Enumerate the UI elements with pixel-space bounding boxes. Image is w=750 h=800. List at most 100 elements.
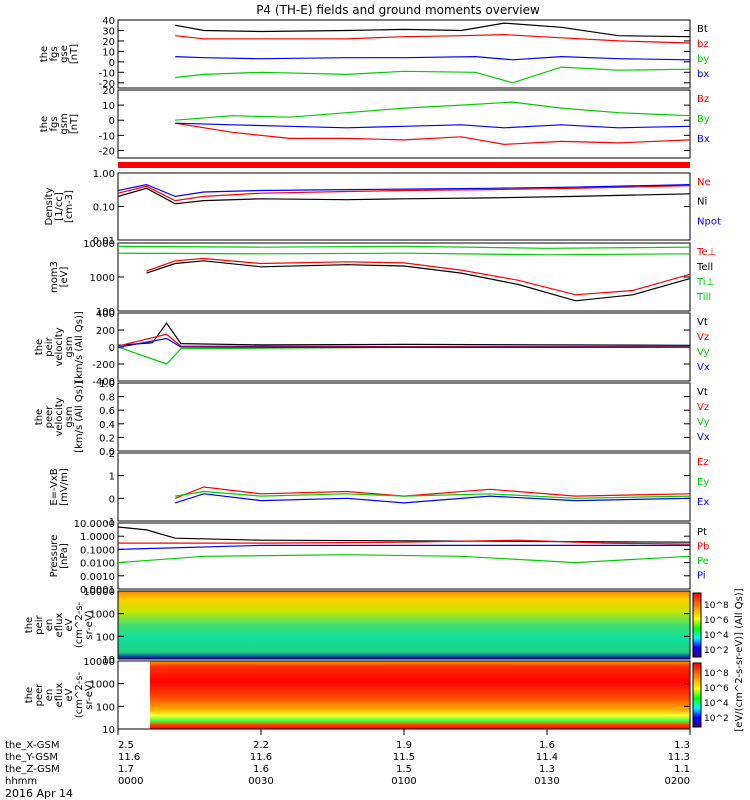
legend-entry: Ey xyxy=(697,477,709,488)
time-axis-value: 1.9 xyxy=(396,740,412,751)
series-line xyxy=(175,122,691,146)
colorbar-tick: 10^6 xyxy=(704,616,729,626)
time-axis-value: 1.3 xyxy=(674,740,690,751)
y-tick-label: 100 xyxy=(96,632,115,643)
time-axis-value: 2.2 xyxy=(253,740,269,751)
series-line xyxy=(175,122,691,129)
y-tick-label: 10000 xyxy=(83,239,115,250)
heatmap-p10 xyxy=(118,661,690,729)
y-tick-label: 0.0010 xyxy=(80,572,115,583)
colorbar-tick: 10^2 xyxy=(704,646,729,656)
series-line xyxy=(146,257,691,296)
y-tick-label: 20 xyxy=(102,37,115,48)
y-tick-label: 100 xyxy=(96,307,115,318)
legend-entry: Pi xyxy=(697,571,706,582)
y-axis-label: Density[1/cc][cm-3] xyxy=(44,187,75,225)
date-label: 2016 Apr 14 xyxy=(5,787,73,800)
legend-entry: Ne xyxy=(697,177,711,188)
time-axis-value: 11.3 xyxy=(668,752,690,763)
time-axis-value: 11.4 xyxy=(536,752,558,763)
legend-entry: Pb xyxy=(697,542,709,553)
time-axis-value: 11.5 xyxy=(393,752,415,763)
y-tick-label: 20 xyxy=(102,86,115,97)
y-tick-label: 400 xyxy=(96,309,115,320)
y-tick-label: 10000 xyxy=(83,657,115,668)
time-axis-row-label: the_X-GSM xyxy=(5,740,59,751)
y-tick-label: 0 xyxy=(109,494,115,505)
y-tick-label: 1.0 xyxy=(99,379,115,390)
series-line xyxy=(117,252,691,256)
y-tick-label: -400 xyxy=(92,377,115,388)
time-axis-value: 11.6 xyxy=(250,752,272,763)
y-tick-label: 2 xyxy=(109,449,115,460)
y-tick-label: -1 xyxy=(105,517,115,528)
y-tick-label: 10.0000 xyxy=(74,519,115,530)
panel-p6: 1.0 0.8 0.6 0.4 0.2 0.0 thepeervelocitygsm[km/… xyxy=(34,379,710,458)
time-axis-value: 11.6 xyxy=(118,752,140,763)
legend-entry: Vy xyxy=(697,417,710,428)
time-axis-value: 1.6 xyxy=(253,764,269,775)
colorbar-bottom xyxy=(692,662,702,728)
colorbar-tick: 10^4 xyxy=(704,631,729,641)
panel-frame xyxy=(117,89,691,159)
series-line xyxy=(117,322,691,346)
time-axis-row-label: the_Z-GSM xyxy=(5,764,60,775)
legend-entry: Npot xyxy=(697,216,721,227)
y-tick-label: -20 xyxy=(99,146,115,157)
heatmap-p9 xyxy=(118,591,690,659)
series-line xyxy=(175,22,691,38)
y-tick-label: 0.1000 xyxy=(80,545,115,556)
panel-p7: 2 1 0 -1 E=-VxB[mV/m] Ez Ey Ex xyxy=(49,449,709,528)
colorbar: 10^8 10^6 10^4 10^2 10^8 10^6 10^4 10^2 [eV/(cm^… xyxy=(692,588,745,732)
time-axis-value: 0130 xyxy=(534,776,559,787)
y-tick-label: 0 xyxy=(109,58,115,69)
series-line xyxy=(117,554,691,564)
series-line xyxy=(117,544,690,550)
panel-frame xyxy=(117,522,691,590)
y-tick-label: 1000 xyxy=(90,680,115,691)
series-line xyxy=(175,55,691,61)
series-line xyxy=(117,333,690,348)
panels: 403020100-10-20thefgsgse[nT]Btbzbybx2010… xyxy=(24,16,721,736)
colorbar-tick: 10^4 xyxy=(704,699,729,709)
panel-p5: 400 200 0 -200 -400 thepeirvelocitygsm[km/s (… xyxy=(34,309,710,388)
y-tick-label: 0.10 xyxy=(93,203,115,214)
time-axis: the_X-GSM 2.5 2.2 1.9 1.6 1.3 the_Y-GSM 11.6 11.… xyxy=(5,729,691,787)
time-axis-value: 0200 xyxy=(665,776,690,787)
legend-entry: Ex xyxy=(697,497,709,508)
time-axis-value: 0100 xyxy=(391,776,416,787)
panel-frame xyxy=(117,452,691,522)
panel-frame xyxy=(117,590,691,660)
y-tick-label: 40 xyxy=(102,16,115,27)
y-tick-label: 0.0001 xyxy=(80,585,115,596)
y-tick-label: 0.0100 xyxy=(80,559,115,570)
time-axis-value: 0030 xyxy=(248,776,273,787)
y-axis-label: thepeirenefluxeV(cm^2-s-sr-eV) xyxy=(24,601,95,648)
legend-entry: Vz xyxy=(697,332,709,343)
y-axis-label: thepeervelocitygsm[km/s (All Qs)] xyxy=(34,381,85,453)
y-axis-label: thepeerenefluxeV(cm^2-s-sr-eV) xyxy=(24,671,95,718)
series-line xyxy=(175,33,691,44)
panel-p8: 10.0000 1.0000 0.1000 0.0100 0.0010 0.0001 Pre… xyxy=(49,519,709,596)
y-tick-label: 10 xyxy=(102,725,115,736)
colorbar-tick: 10^2 xyxy=(704,714,729,724)
legend-entry: Pt xyxy=(697,527,707,538)
series-line xyxy=(175,101,691,121)
series-line xyxy=(117,245,691,249)
panel-frame xyxy=(117,19,691,89)
y-axis-label: E=-VxB[mV/m] xyxy=(49,468,70,506)
series-line xyxy=(117,346,691,365)
legend-entry: Till xyxy=(696,292,711,303)
time-axis-value: 1.6 xyxy=(539,740,555,751)
y-tick-label: -10 xyxy=(99,68,115,79)
colorbar-tick: 10^6 xyxy=(704,684,729,694)
series-line xyxy=(117,337,691,348)
series-line xyxy=(117,526,691,543)
y-tick-label: 1.0000 xyxy=(80,532,115,543)
legend-entry: By xyxy=(697,114,710,125)
series-line xyxy=(117,183,691,198)
y-tick-label: 10 xyxy=(102,655,115,666)
legend-entry: Ti⊥ xyxy=(696,277,714,288)
legend-entry: Vz xyxy=(697,402,709,413)
